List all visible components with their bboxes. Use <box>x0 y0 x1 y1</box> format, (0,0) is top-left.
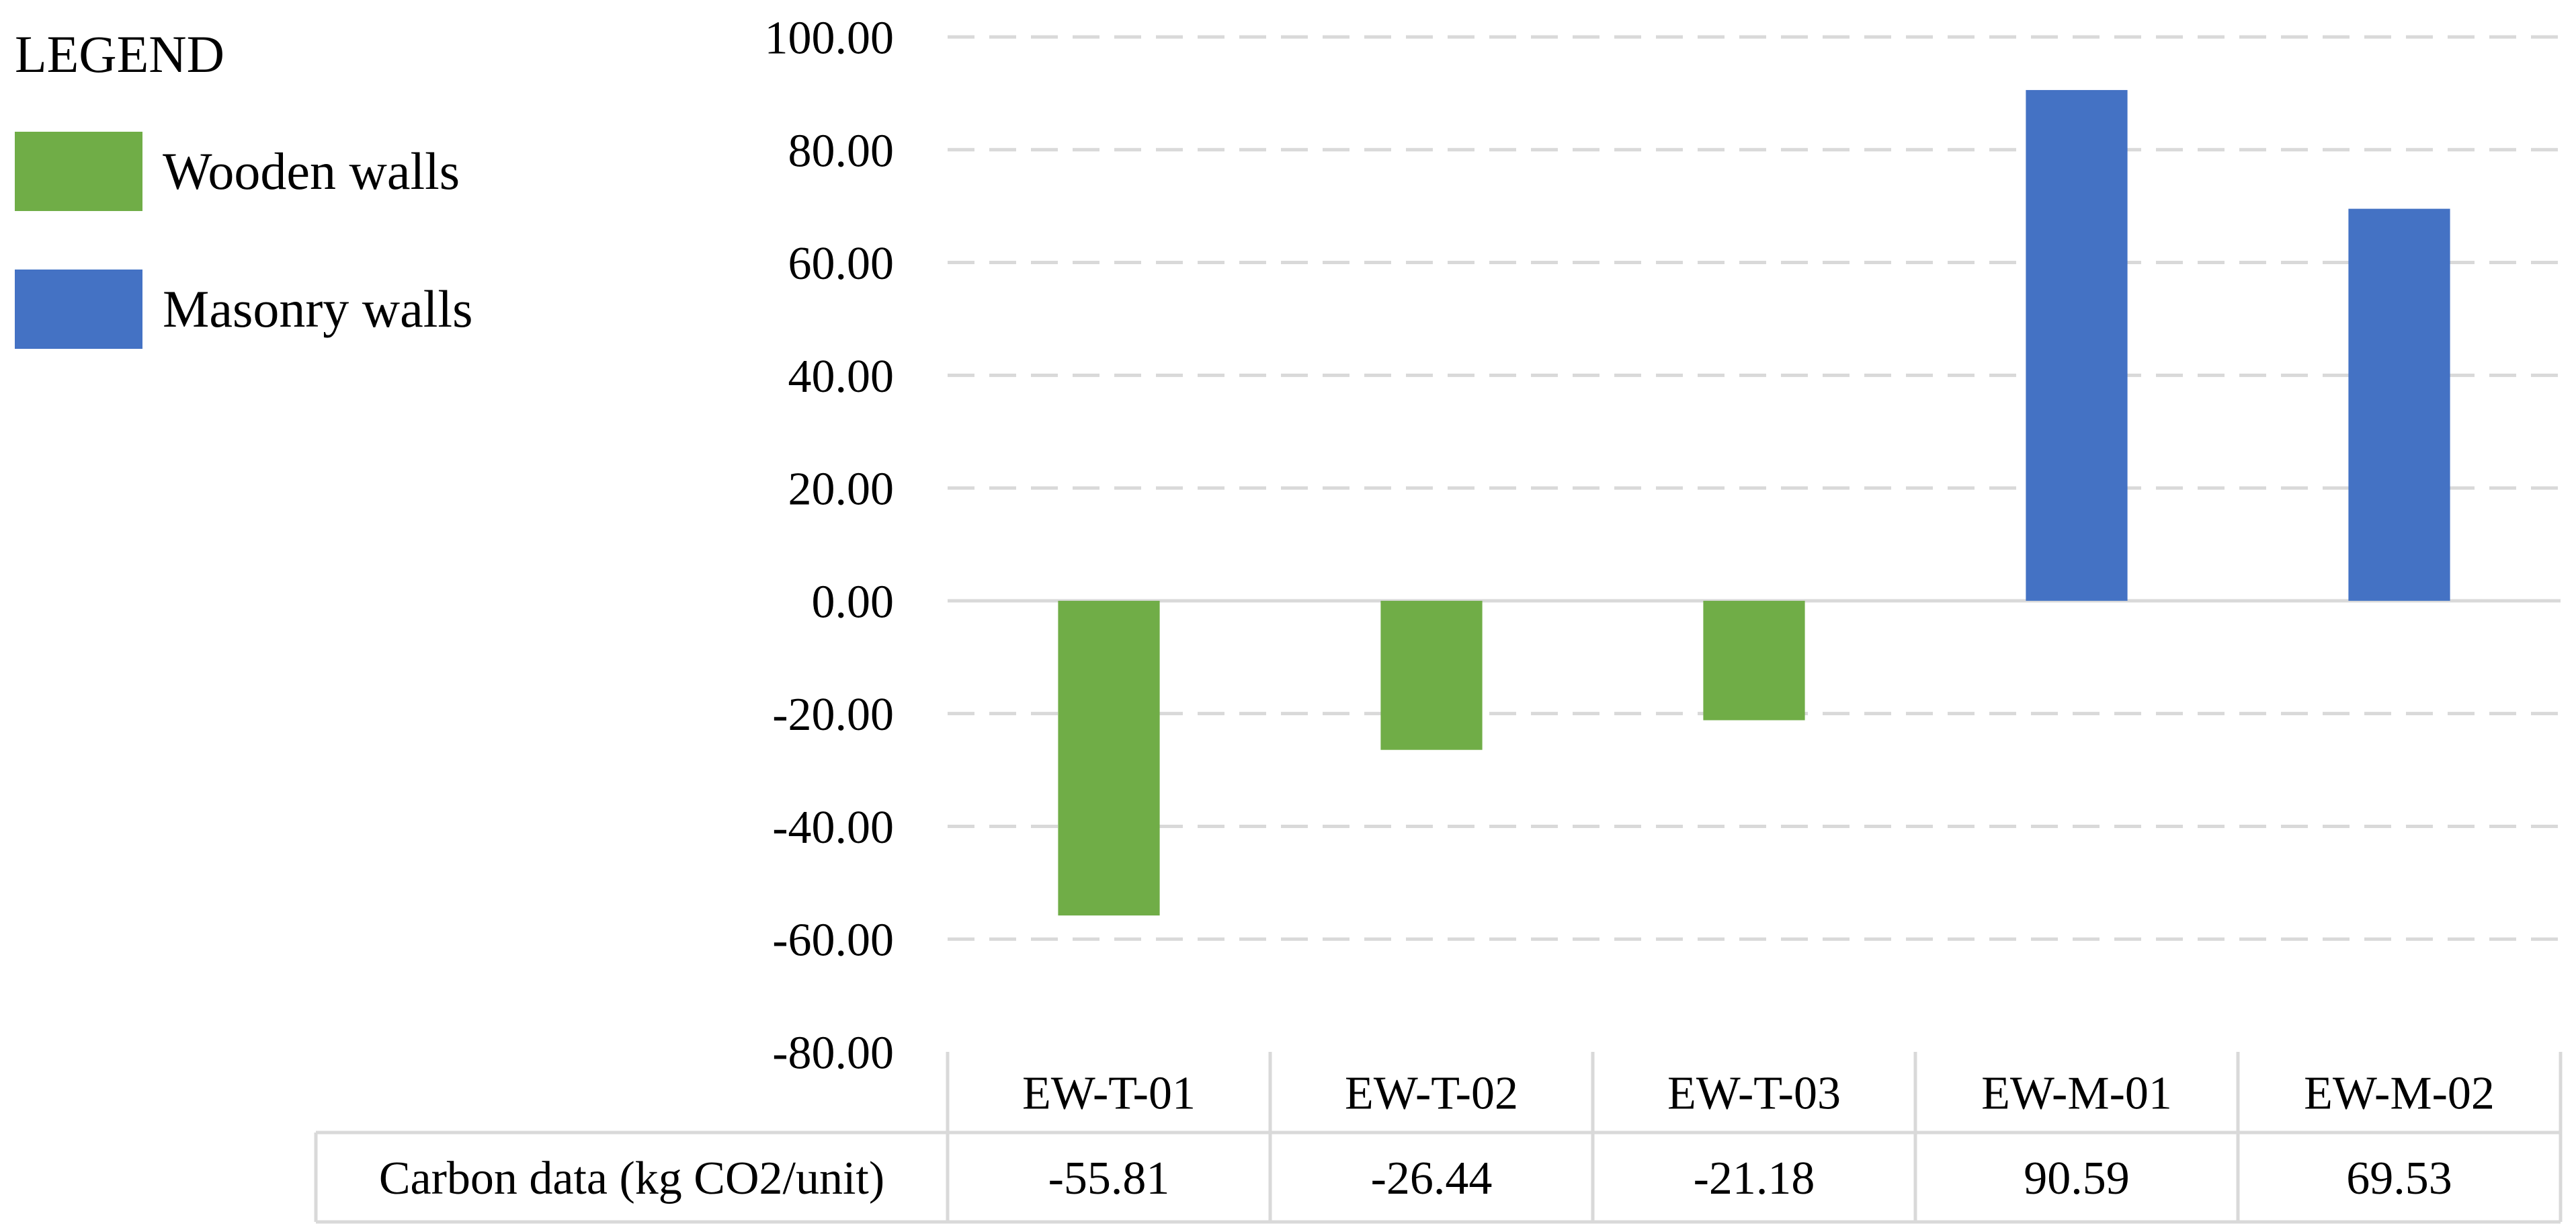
category-label-ew-t-01: EW-T-01 <box>1022 1068 1196 1120</box>
category-label-ew-t-02: EW-T-02 <box>1345 1068 1518 1120</box>
y-tick-label: 20.00 <box>788 464 895 516</box>
y-tick-label: 80.00 <box>788 125 895 177</box>
y-tick-label: 60.00 <box>788 238 895 290</box>
y-tick-label: 40.00 <box>788 351 895 403</box>
legend-swatch-masonry-walls <box>15 270 142 349</box>
data-value-ew-m-01: 90.59 <box>2024 1153 2130 1204</box>
legend-label-wooden-walls: Wooden walls <box>163 142 460 200</box>
category-label-ew-m-02: EW-M-02 <box>2304 1068 2495 1120</box>
data-table: EW-T-01 EW-T-02 EW-T-03 EW-M-01 EW-M-02 Carbo… <box>314 1052 2563 1224</box>
y-axis-ticks: 100.00 80.00 60.00 40.00 20.00 0.00 -20.00 -40.… <box>765 13 895 1079</box>
legend-swatch-wooden-walls <box>15 132 142 211</box>
bars <box>1058 89 2450 916</box>
bar-ew-t-01 <box>1058 600 1160 916</box>
table-row-label: Carbon data (kg CO2/unit) <box>379 1153 884 1204</box>
y-tick-label: 100.00 <box>765 13 895 65</box>
data-value-ew-t-01: -55.81 <box>1048 1153 1170 1204</box>
data-value-ew-t-02: -26.44 <box>1371 1153 1493 1204</box>
y-tick-label: -60.00 <box>772 915 894 967</box>
gridlines <box>948 35 2561 941</box>
legend-item-masonry-walls: Masonry walls <box>15 269 472 350</box>
legend-title: LEGEND <box>15 25 224 83</box>
legend-label-masonry-walls: Masonry walls <box>163 280 473 338</box>
y-tick-label: -40.00 <box>772 802 894 854</box>
category-label-ew-m-01: EW-M-01 <box>1981 1068 2172 1120</box>
y-tick-label: -80.00 <box>772 1028 894 1079</box>
data-value-ew-m-02: 69.53 <box>2346 1153 2452 1204</box>
category-label-ew-t-03: EW-T-03 <box>1667 1068 1841 1120</box>
bar-ew-m-01 <box>2026 89 2128 601</box>
data-value-ew-t-03: -21.18 <box>1694 1153 1815 1204</box>
bar-ew-m-02 <box>2348 208 2450 601</box>
y-tick-label: 0.00 <box>812 576 895 628</box>
legend-item-wooden-walls: Wooden walls <box>15 131 460 212</box>
bar-ew-t-02 <box>1380 600 1483 750</box>
bar-ew-t-03 <box>1703 600 1805 721</box>
y-tick-label: -20.00 <box>772 689 894 741</box>
